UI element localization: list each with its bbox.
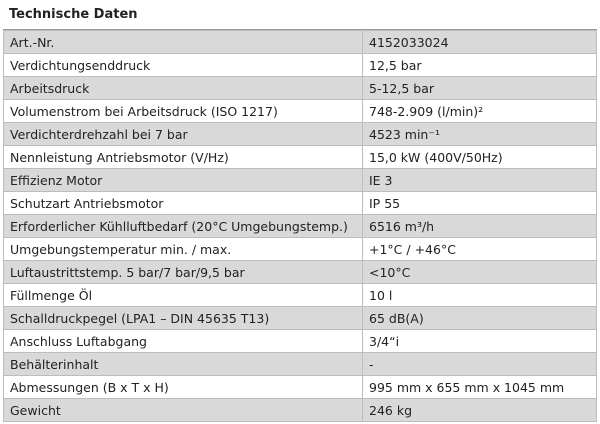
spec-row: Behälterinhalt - — [3, 352, 597, 376]
spec-label: Anschluss Luftabgang — [3, 329, 363, 353]
spec-label: Nennleistung Antriebsmotor (V/Hz) — [3, 145, 363, 169]
spec-row: Art.-Nr. 4152033024 — [3, 30, 597, 54]
spec-value: 4152033024 — [362, 30, 597, 54]
spec-label: Volumenstrom bei Arbeitsdruck (ISO 1217) — [3, 99, 363, 123]
spec-value: IE 3 — [362, 168, 597, 192]
table-title: Technische Daten — [3, 0, 597, 30]
spec-label: Umgebungstemperatur min. / max. — [3, 237, 363, 261]
spec-label: Arbeitsdruck — [3, 76, 363, 100]
spec-row: Effizienz Motor IE 3 — [3, 168, 597, 192]
spec-value: 10 l — [362, 283, 597, 307]
spec-label: Schalldruckpegel (LPA1 – DIN 45635 T13) — [3, 306, 363, 330]
spec-row: Nennleistung Antriebsmotor (V/Hz) 15,0 kW… — [3, 145, 597, 169]
spec-value: 65 dB(A) — [362, 306, 597, 330]
spec-label: Abmessungen (B x T x H) — [3, 375, 363, 399]
spec-row: Arbeitsdruck 5-12,5 bar — [3, 76, 597, 100]
spec-row: Verdichtungsenddruck 12,5 bar — [3, 53, 597, 77]
spec-value: 995 mm x 655 mm x 1045 mm — [362, 375, 597, 399]
spec-label: Verdichterdrehzahl bei 7 bar — [3, 122, 363, 146]
spec-value: <10°C — [362, 260, 597, 284]
spec-value: IP 55 — [362, 191, 597, 215]
spec-label: Gewicht — [3, 398, 363, 422]
spec-row: Erforderlicher Kühlluftbedarf (20°C Umge… — [3, 214, 597, 238]
spec-row: Luftaustrittstemp. 5 bar/7 bar/9,5 bar <1… — [3, 260, 597, 284]
spec-label: Art.-Nr. — [3, 30, 363, 54]
spec-row: Verdichterdrehzahl bei 7 bar 4523 min⁻¹ — [3, 122, 597, 146]
spec-row: Füllmenge Öl 10 l — [3, 283, 597, 307]
spec-label: Füllmenge Öl — [3, 283, 363, 307]
spec-row: Schutzart Antriebsmotor IP 55 — [3, 191, 597, 215]
spec-value: 246 kg — [362, 398, 597, 422]
spec-value: 5-12,5 bar — [362, 76, 597, 100]
spec-value: 4523 min⁻¹ — [362, 122, 597, 146]
spec-label: Behälterinhalt — [3, 352, 363, 376]
spec-row: Umgebungstemperatur min. / max. +1°C / +4… — [3, 237, 597, 261]
spec-label: Verdichtungsenddruck — [3, 53, 363, 77]
spec-value: 12,5 bar — [362, 53, 597, 77]
spec-sheet: Technische Daten Art.-Nr. 4152033024 Verdi… — [3, 0, 597, 422]
spec-label: Luftaustrittstemp. 5 bar/7 bar/9,5 bar — [3, 260, 363, 284]
spec-value: +1°C / +46°C — [362, 237, 597, 261]
spec-label: Erforderlicher Kühlluftbedarf (20°C Umge… — [3, 214, 363, 238]
spec-value: 6516 m³/h — [362, 214, 597, 238]
spec-value: 15,0 kW (400V/50Hz) — [362, 145, 597, 169]
spec-value: 3/4“i — [362, 329, 597, 353]
spec-table: Art.-Nr. 4152033024 Verdichtungsenddruck 12… — [3, 30, 597, 422]
spec-row: Abmessungen (B x T x H) 995 mm x 655 mm x… — [3, 375, 597, 399]
spec-label: Schutzart Antriebsmotor — [3, 191, 363, 215]
spec-row: Gewicht 246 kg — [3, 398, 597, 422]
spec-label: Effizienz Motor — [3, 168, 363, 192]
spec-row: Anschluss Luftabgang 3/4“i — [3, 329, 597, 353]
spec-value: - — [362, 352, 597, 376]
spec-value: 748-2.909 (l/min)² — [362, 99, 597, 123]
spec-row: Volumenstrom bei Arbeitsdruck (ISO 1217)… — [3, 99, 597, 123]
spec-row: Schalldruckpegel (LPA1 – DIN 45635 T13) 6… — [3, 306, 597, 330]
